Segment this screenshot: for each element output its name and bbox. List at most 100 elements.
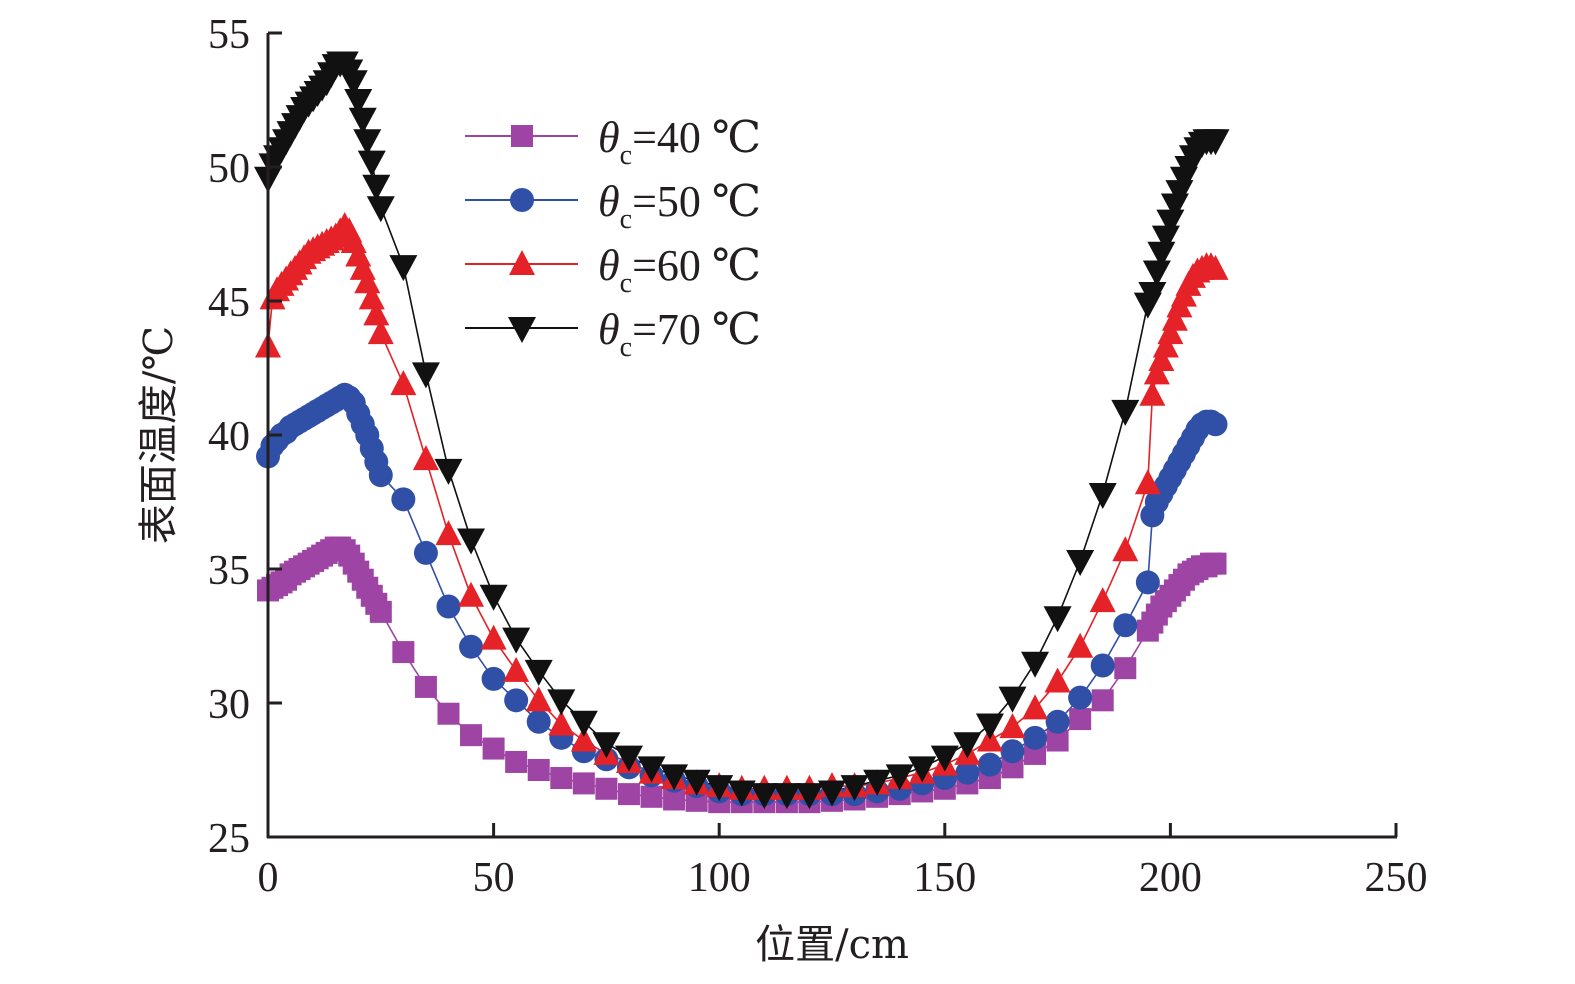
x-ticks: 0 50 100 150 200 250	[258, 823, 1428, 901]
data-point	[436, 594, 461, 619]
data-point	[1139, 380, 1166, 406]
legend-label: θc=40 ℃	[598, 113, 761, 171]
series-line-2	[267, 393, 1216, 795]
legend-label: θc=50 ℃	[598, 177, 761, 235]
data-point	[750, 783, 779, 810]
data-point	[999, 713, 1026, 739]
data-point	[412, 445, 439, 471]
data-point	[1147, 241, 1176, 268]
data-point	[592, 732, 621, 759]
series-markers-2	[256, 382, 1228, 807]
data-point	[392, 641, 415, 664]
data-point	[1067, 632, 1094, 658]
data-point	[1202, 254, 1229, 280]
data-point	[1089, 587, 1116, 613]
y-tick-label: 45	[208, 280, 250, 326]
y-tick-label: 40	[208, 414, 250, 460]
data-point	[369, 600, 392, 623]
data-point	[524, 659, 553, 686]
data-point	[367, 319, 394, 345]
data-point	[975, 713, 1004, 740]
data-point	[437, 702, 460, 725]
axes	[266, 33, 1397, 839]
data-point	[1066, 549, 1095, 576]
data-point	[1022, 694, 1049, 720]
series-line-4	[267, 61, 1216, 795]
data-point	[1091, 689, 1114, 712]
data-point	[434, 458, 463, 485]
data-point	[1143, 359, 1170, 385]
data-point	[362, 174, 391, 201]
data-point	[414, 675, 437, 698]
data-point	[818, 780, 846, 807]
data-point	[1044, 667, 1071, 693]
data-point	[550, 767, 573, 790]
data-point	[354, 268, 381, 294]
data-point	[460, 724, 483, 747]
data-point	[570, 726, 597, 752]
series-line-1	[267, 546, 1216, 804]
data-point	[640, 785, 663, 808]
y-axis-title: 表面温度/℃	[136, 326, 182, 544]
data-point	[663, 788, 686, 811]
data-point	[482, 737, 505, 760]
data-point	[526, 709, 551, 734]
data-point	[1142, 260, 1171, 287]
data-point	[339, 70, 368, 97]
data-point	[411, 362, 440, 389]
data-point	[1114, 657, 1137, 680]
series-markers-1	[257, 536, 1227, 814]
data-point	[363, 300, 390, 326]
data-point	[1152, 332, 1179, 358]
data-point	[547, 689, 576, 716]
data-point	[1135, 570, 1160, 595]
data-point	[617, 783, 640, 806]
data-point	[479, 584, 508, 611]
data-point	[1113, 613, 1138, 638]
legend: θc=40 ℃ θc=50 ℃ θc=60 ℃ θc=70 ℃	[465, 113, 761, 363]
series-markers-4	[254, 51, 1230, 810]
data-point	[885, 764, 914, 791]
data-point	[569, 710, 598, 737]
data-point	[953, 732, 982, 759]
data-point	[930, 745, 959, 772]
data-point	[1204, 552, 1227, 575]
data-point	[908, 756, 937, 783]
data-point	[863, 769, 892, 796]
legend-entry-1: θc=40 ℃	[465, 113, 761, 171]
data-point	[1201, 129, 1230, 156]
x-tick-label: 0	[258, 855, 279, 901]
data-point	[459, 634, 484, 659]
x-axis-title: 位置/cm	[755, 922, 909, 968]
data-point	[358, 284, 385, 310]
y-tick-label: 50	[208, 146, 250, 192]
data-point	[1088, 482, 1117, 509]
data-point	[527, 759, 550, 781]
data-point	[525, 686, 552, 712]
data-point	[660, 764, 689, 791]
data-point	[614, 745, 643, 772]
legend-entry-3: θc=60 ℃	[465, 241, 761, 299]
data-point	[637, 756, 666, 783]
x-tick-label: 50	[473, 855, 515, 901]
data-point	[727, 780, 756, 807]
data-point	[504, 688, 529, 713]
data-point	[1068, 685, 1093, 710]
data-point	[390, 370, 417, 396]
y-ticks: 25 30 35 40 45 50 55	[208, 12, 282, 862]
data-point	[548, 710, 575, 736]
y-tick-label: 25	[208, 816, 250, 862]
data-point	[1090, 653, 1115, 678]
data-point	[357, 150, 386, 177]
data-point	[1134, 469, 1161, 495]
data-point	[480, 624, 507, 650]
y-tick-label: 55	[208, 12, 250, 58]
data-point	[1148, 345, 1175, 371]
legend-entry-4: θc=70 ℃	[465, 305, 761, 363]
x-tick-label: 100	[688, 855, 751, 901]
legend-marker	[510, 188, 534, 212]
data-point	[1161, 305, 1188, 331]
legend-marker	[511, 125, 533, 147]
data-point	[505, 750, 528, 773]
